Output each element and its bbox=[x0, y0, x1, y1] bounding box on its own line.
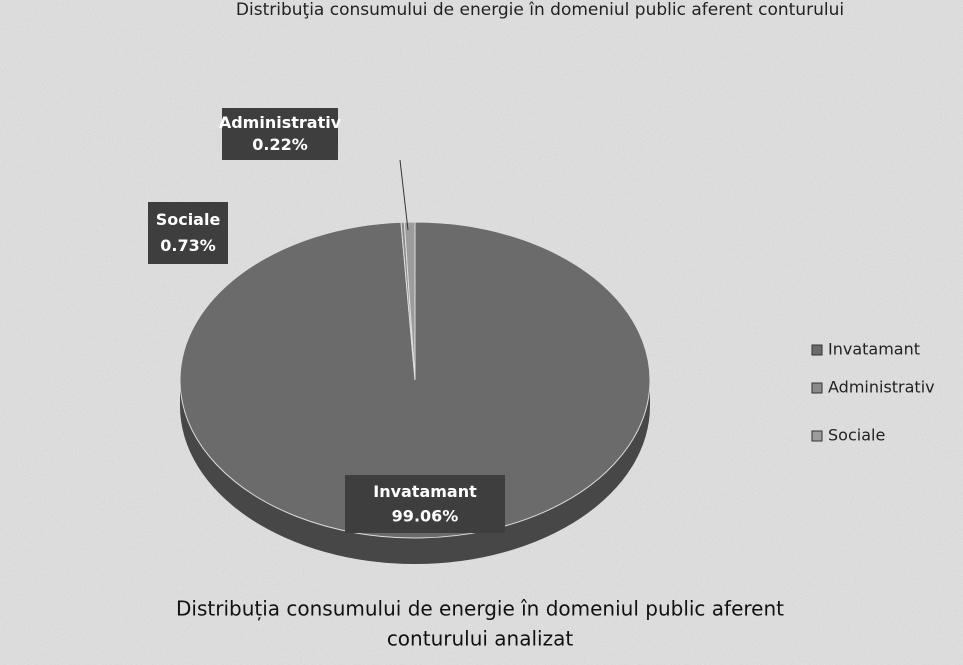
pie-slice bbox=[403, 221, 416, 381]
legend-label: Sociale bbox=[828, 426, 885, 445]
legend-swatch bbox=[811, 382, 823, 394]
chart-title: conturului analizat bbox=[387, 627, 574, 651]
data-label: 99.06% bbox=[392, 506, 459, 525]
data-label: Sociale bbox=[156, 210, 221, 229]
data-label: 0.73% bbox=[160, 236, 216, 255]
pie bbox=[179, 221, 651, 564]
legend-swatch bbox=[811, 430, 823, 442]
legend-swatch bbox=[811, 344, 823, 356]
header: Distribuţia consumului de energie în dom… bbox=[236, 0, 844, 20]
label-box bbox=[345, 475, 505, 533]
data-label: Invatamant bbox=[373, 482, 477, 501]
leader-line bbox=[399, 159, 409, 231]
label-box bbox=[148, 202, 228, 264]
chart-title: Distribuția consumului de energie în dom… bbox=[176, 597, 784, 621]
data-label: 0.22% bbox=[252, 135, 308, 154]
data-label: Administrativ bbox=[219, 113, 342, 132]
label-box bbox=[222, 108, 338, 160]
legend-label: Administrativ bbox=[828, 378, 935, 397]
legend-label: Invatamant bbox=[828, 340, 920, 359]
